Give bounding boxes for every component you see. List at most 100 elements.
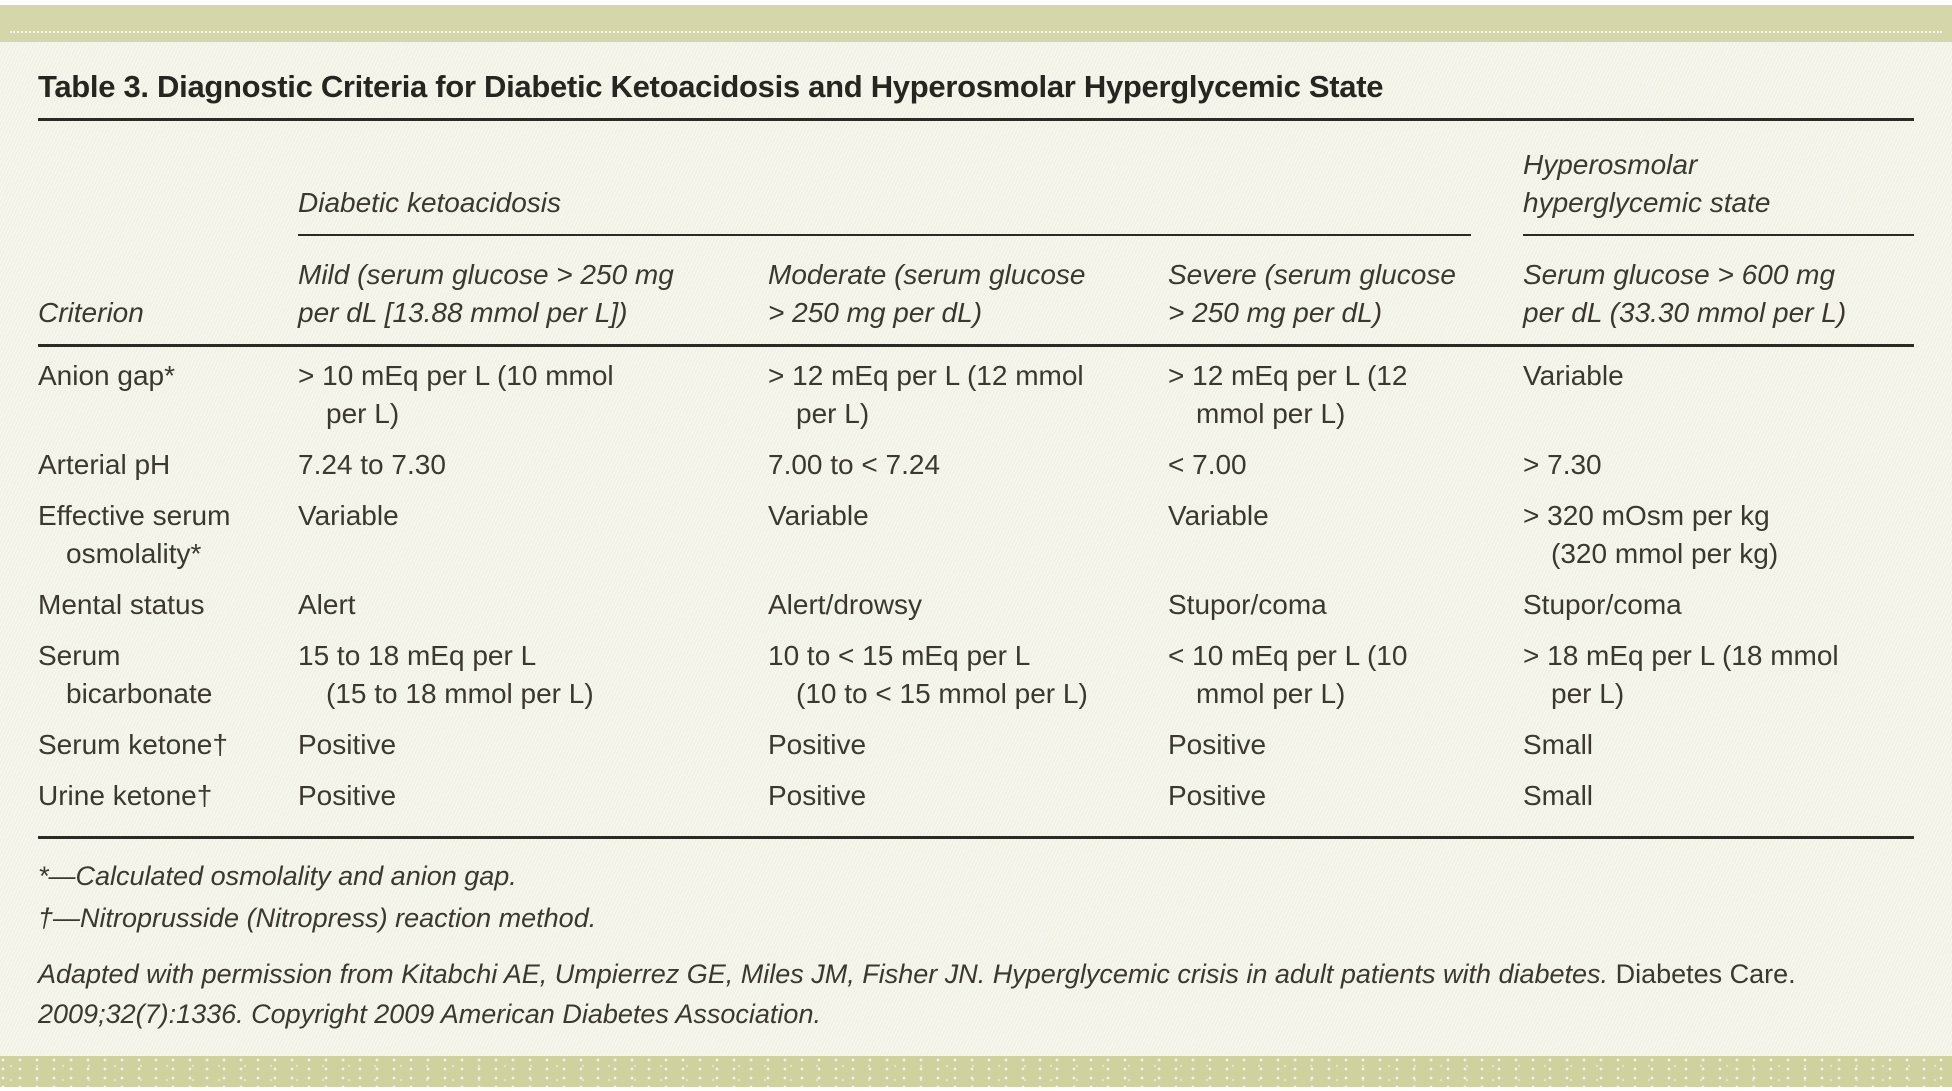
cell-hhs: Small [1523, 773, 1914, 824]
cell-line: > 7.30 [1523, 449, 1602, 480]
table-row: Urine ketone† Positive Positive Positive… [38, 773, 1914, 824]
group-header-hhs: Hyperosmolar hyperglycemic state [1523, 121, 1914, 236]
cell-line: Positive [768, 780, 867, 811]
table-sheet: Table 3. Diagnostic Criteria for Diabeti… [0, 42, 1952, 1056]
group-header-hhs-line2: hyperglycemic state [1523, 187, 1771, 218]
cell-line: > 18 mEq per L (18 mmol [1523, 640, 1839, 671]
cell-line: (320 mmol per kg) [1551, 538, 1779, 569]
top-accent-band [0, 5, 1952, 42]
cell-moderate: 7.00 to < 7.24 [768, 442, 1168, 493]
cell-line: Effective serum [38, 500, 231, 531]
cell-line: Stupor/coma [1523, 589, 1682, 620]
cell-line: (15 to 18 mmol per L) [326, 678, 594, 709]
cell-mild: Positive [298, 773, 768, 824]
cell-line: > 320 mOsm per kg [1523, 500, 1770, 531]
table-row: Arterial pH 7.24 to 7.30 7.00 to < 7.24 … [38, 442, 1914, 493]
cell-mild: Variable [298, 493, 768, 582]
cell-severe: Positive [1168, 722, 1523, 773]
cell-moderate: Variable [768, 493, 1168, 582]
cell-moderate: Alert/drowsy [768, 582, 1168, 633]
cell-criterion: Serum ketone† [38, 722, 298, 773]
cell-severe: Variable [1168, 493, 1523, 582]
table-row: Anion gap* > 10 mEq per L (10 mmol per L… [38, 347, 1914, 442]
cell-criterion: Effective serum osmolality* [38, 493, 298, 582]
cell-line: < 7.00 [1168, 449, 1247, 480]
citation-volume-copyright: 2009;32(7):1336. Copyright 2009 American… [38, 999, 821, 1029]
cell-line: Positive [1168, 780, 1267, 811]
cell-line: Serum [38, 640, 121, 671]
cell-moderate: Positive [768, 773, 1168, 824]
cell-hhs: > 7.30 [1523, 442, 1914, 493]
cell-hhs: > 320 mOsm per kg (320 mmol per kg) [1523, 493, 1914, 582]
column-header-criterion: Criterion [38, 274, 298, 344]
bottom-accent-band [0, 1056, 1952, 1087]
cell-line: Positive [298, 729, 397, 760]
cell-mild: > 10 mEq per L (10 mmol per L) [298, 347, 768, 442]
cell-line: > 12 mEq per L (12 [1168, 360, 1408, 391]
title-rule [38, 118, 1914, 121]
cell-criterion: Anion gap* [38, 347, 298, 442]
cell-severe: Stupor/coma [1168, 582, 1523, 633]
cell-moderate: 10 to < 15 mEq per L (10 to < 15 mmol pe… [768, 633, 1168, 722]
group-header-dka: Diabetic ketoacidosis [298, 159, 1471, 236]
cell-line: Variable [768, 500, 869, 531]
group-header-spacer [38, 121, 298, 236]
cell-line: Alert/drowsy [768, 589, 923, 620]
table-title: Table 3. Diagnostic Criteria for Diabeti… [38, 69, 1384, 104]
cell-mild: 7.24 to 7.30 [298, 442, 768, 493]
cell-line: mmol per L) [1196, 678, 1346, 709]
column-header-line: per dL [13.88 mmol per L]) [298, 297, 628, 328]
cell-line: per L) [326, 398, 400, 429]
citation-journal-name: Diabetes Care. [1615, 959, 1796, 989]
cell-severe: < 7.00 [1168, 442, 1523, 493]
band-dotted-line [10, 31, 1942, 33]
cell-severe: > 12 mEq per L (12 mmol per L) [1168, 347, 1523, 442]
cell-line: 7.24 to 7.30 [298, 449, 446, 480]
cell-line: 10 to < 15 mEq per L [768, 640, 1031, 671]
cell-line: Mental status [38, 589, 205, 620]
diagnostic-criteria-table: Diabetic ketoacidosis Hyperosmolar hyper… [38, 121, 1914, 824]
cell-hhs: Small [1523, 722, 1914, 773]
column-header-line: Mild (serum glucose > 250 mg [298, 259, 674, 290]
column-header-severe: Severe (serum glucose > 250 mg per dL) [1168, 236, 1523, 344]
cell-line: Urine ketone† [38, 780, 213, 811]
cell-moderate: > 12 mEq per L (12 mmol per L) [768, 347, 1168, 442]
table-row: Mental status Alert Alert/drowsy Stupor/… [38, 582, 1914, 633]
header-rule [38, 344, 1914, 347]
cell-mild: Positive [298, 722, 768, 773]
cell-severe: < 10 mEq per L (10 mmol per L) [1168, 633, 1523, 722]
column-header-mild: Mild (serum glucose > 250 mg per dL [13.… [298, 236, 768, 344]
cell-line: (10 to < 15 mmol per L) [796, 678, 1088, 709]
cell-line: Serum ketone† [38, 729, 228, 760]
cell-hhs: Stupor/coma [1523, 582, 1914, 633]
cell-line: Variable [1523, 360, 1624, 391]
citation-adapted-text: Adapted with permission from Kitabchi AE… [38, 959, 1609, 989]
table-row: Serum ketone† Positive Positive Positive… [38, 722, 1914, 773]
cell-line: Alert [298, 589, 356, 620]
table-row: Effective serum osmolality* Variable Var… [38, 493, 1914, 582]
cell-line: Positive [1168, 729, 1267, 760]
cell-criterion: Arterial pH [38, 442, 298, 493]
cell-hhs: > 18 mEq per L (18 mmol per L) [1523, 633, 1914, 722]
cell-moderate: Positive [768, 722, 1168, 773]
footnote-dagger: †—Nitroprusside (Nitropress) reaction me… [38, 903, 597, 933]
column-header-label: Criterion [38, 297, 144, 328]
cell-line: Variable [1168, 500, 1269, 531]
cell-line: 7.00 to < 7.24 [768, 449, 941, 480]
source-citation: Adapted with permission from Kitabchi AE… [38, 954, 1914, 1034]
column-header-line: Serum glucose > 600 mg [1523, 259, 1836, 290]
cell-line: mmol per L) [1196, 398, 1346, 429]
column-header-line: Severe (serum glucose [1168, 259, 1456, 290]
cell-line: per L) [1551, 678, 1625, 709]
footnote-asterisk: *—Calculated osmolality and anion gap. [38, 861, 517, 891]
cell-line: Positive [768, 729, 867, 760]
cell-line: Stupor/coma [1168, 589, 1327, 620]
cell-line: osmolality* [66, 538, 202, 569]
group-header-hhs-line1: Hyperosmolar [1523, 149, 1698, 180]
cell-mild: 15 to 18 mEq per L (15 to 18 mmol per L) [298, 633, 768, 722]
column-header-line: Moderate (serum glucose [768, 259, 1086, 290]
cell-line: > 12 mEq per L (12 mmol [768, 360, 1084, 391]
column-header-hhs: Serum glucose > 600 mg per dL (33.30 mmo… [1523, 236, 1914, 344]
cell-line: Anion gap* [38, 360, 176, 391]
